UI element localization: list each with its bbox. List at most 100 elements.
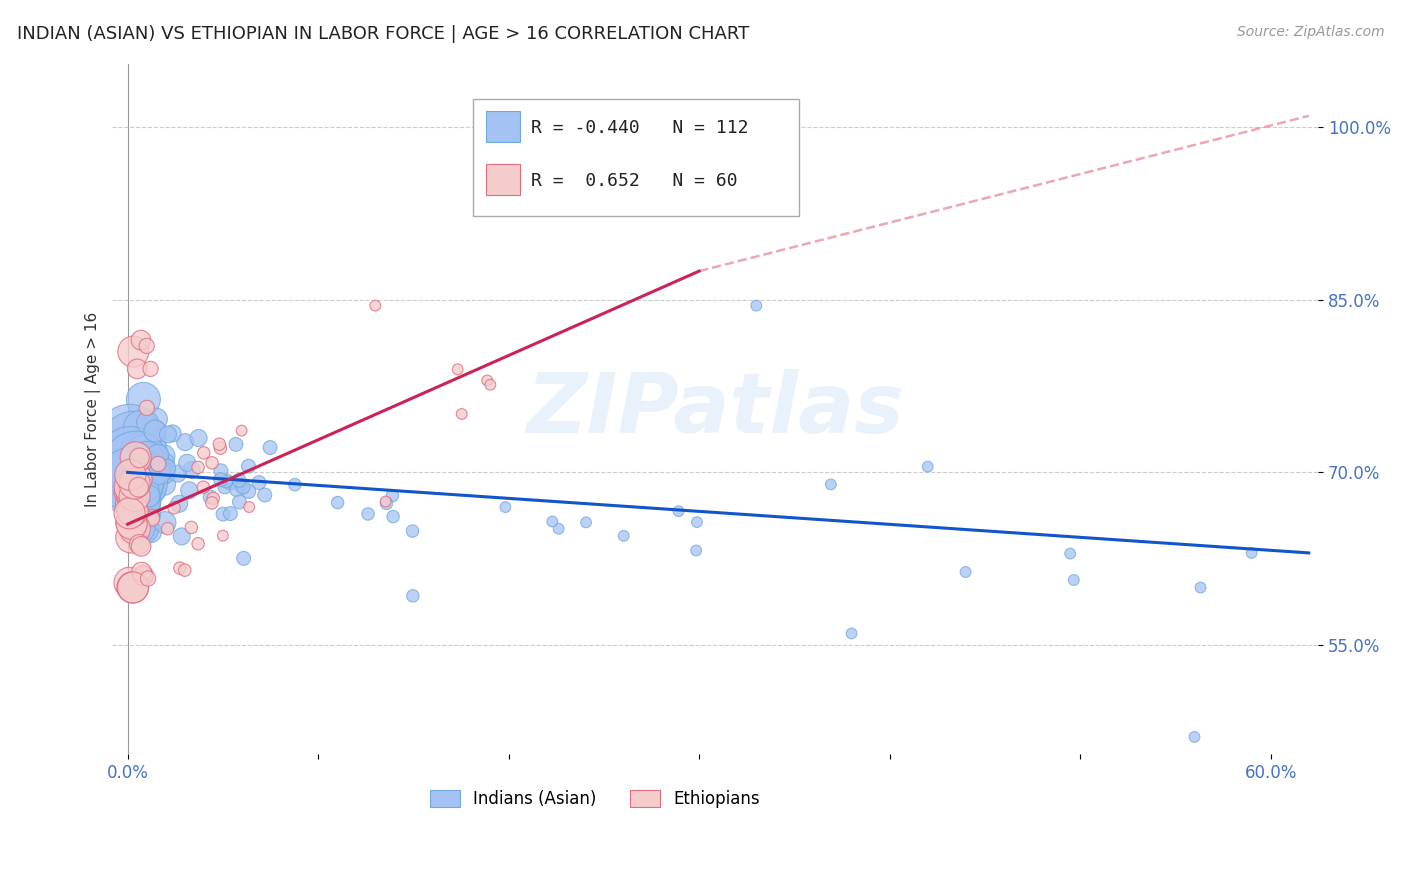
Point bbox=[232, 551, 254, 566]
Point bbox=[121, 581, 143, 595]
Point bbox=[124, 489, 146, 503]
Point bbox=[131, 520, 153, 534]
Point bbox=[1240, 546, 1263, 560]
Point bbox=[143, 484, 166, 499]
Point bbox=[153, 449, 176, 463]
Point bbox=[176, 456, 198, 470]
Point bbox=[120, 467, 142, 482]
FancyBboxPatch shape bbox=[486, 111, 520, 142]
Point bbox=[136, 416, 159, 430]
Point bbox=[139, 524, 162, 539]
Point bbox=[401, 524, 423, 538]
Point bbox=[143, 461, 166, 475]
Point bbox=[228, 473, 250, 487]
Text: ZIPatlas: ZIPatlas bbox=[526, 368, 904, 450]
Point bbox=[124, 476, 146, 491]
Point bbox=[135, 401, 157, 415]
Y-axis label: In Labor Force | Age > 16: In Labor Force | Age > 16 bbox=[86, 311, 101, 507]
Point bbox=[225, 483, 247, 497]
Point bbox=[153, 477, 176, 491]
Point bbox=[219, 507, 242, 521]
Point bbox=[135, 462, 157, 476]
Point bbox=[170, 529, 193, 543]
Point bbox=[841, 626, 863, 640]
Point bbox=[125, 450, 148, 465]
Point bbox=[139, 459, 162, 474]
Point bbox=[148, 467, 170, 481]
Point bbox=[121, 486, 143, 500]
Point bbox=[124, 522, 146, 536]
Point bbox=[136, 572, 159, 586]
Point bbox=[139, 362, 162, 376]
Legend: Indians (Asian), Ethiopians: Indians (Asian), Ethiopians bbox=[423, 783, 766, 815]
Point bbox=[129, 420, 152, 434]
Point bbox=[238, 500, 260, 514]
Point bbox=[148, 457, 170, 471]
Point bbox=[179, 483, 201, 498]
Point bbox=[138, 454, 160, 468]
Point bbox=[917, 459, 939, 474]
Point bbox=[163, 500, 186, 515]
Point bbox=[128, 480, 150, 494]
Point bbox=[127, 477, 149, 491]
Point bbox=[138, 477, 160, 491]
Point bbox=[232, 480, 254, 494]
Point bbox=[1184, 730, 1206, 744]
Point bbox=[357, 507, 380, 521]
Point bbox=[375, 496, 398, 510]
Point bbox=[214, 480, 236, 494]
Point bbox=[613, 529, 636, 543]
Point bbox=[122, 581, 145, 595]
Point bbox=[201, 496, 224, 510]
Point bbox=[128, 490, 150, 504]
Point bbox=[402, 589, 425, 603]
FancyBboxPatch shape bbox=[472, 99, 799, 216]
Point bbox=[149, 464, 172, 478]
Point bbox=[121, 504, 143, 518]
Point bbox=[174, 435, 197, 450]
Point bbox=[120, 498, 142, 512]
Point bbox=[238, 484, 260, 499]
Point bbox=[685, 543, 707, 558]
Point bbox=[132, 568, 155, 582]
Point bbox=[575, 516, 598, 530]
Point bbox=[156, 427, 179, 442]
Point bbox=[202, 491, 225, 506]
Point bbox=[180, 463, 202, 477]
Point bbox=[447, 362, 470, 376]
Point bbox=[479, 377, 502, 392]
Point bbox=[127, 443, 149, 458]
Point bbox=[326, 495, 349, 509]
Point bbox=[153, 516, 176, 530]
Point bbox=[143, 424, 166, 438]
Point bbox=[193, 446, 215, 460]
Point bbox=[122, 437, 145, 451]
Point bbox=[187, 537, 209, 551]
Point bbox=[128, 450, 150, 465]
Point bbox=[374, 494, 396, 508]
Point bbox=[135, 451, 157, 466]
Point bbox=[132, 489, 155, 503]
Point bbox=[209, 464, 232, 478]
Point bbox=[118, 484, 141, 499]
Point bbox=[1063, 573, 1085, 587]
Point bbox=[162, 426, 184, 441]
Point bbox=[120, 452, 142, 467]
Point bbox=[132, 483, 155, 498]
Point bbox=[247, 475, 270, 490]
Point bbox=[1059, 547, 1081, 561]
Point bbox=[145, 454, 167, 468]
Point bbox=[228, 495, 250, 509]
Point bbox=[127, 506, 149, 520]
Point bbox=[120, 475, 142, 490]
Point bbox=[118, 430, 141, 444]
Point bbox=[132, 496, 155, 510]
Point bbox=[231, 424, 253, 438]
Point bbox=[955, 565, 977, 579]
Point bbox=[122, 344, 145, 359]
Point bbox=[129, 540, 152, 554]
Point bbox=[541, 515, 564, 529]
Point bbox=[128, 537, 150, 551]
FancyBboxPatch shape bbox=[486, 164, 520, 195]
Point bbox=[138, 507, 160, 521]
